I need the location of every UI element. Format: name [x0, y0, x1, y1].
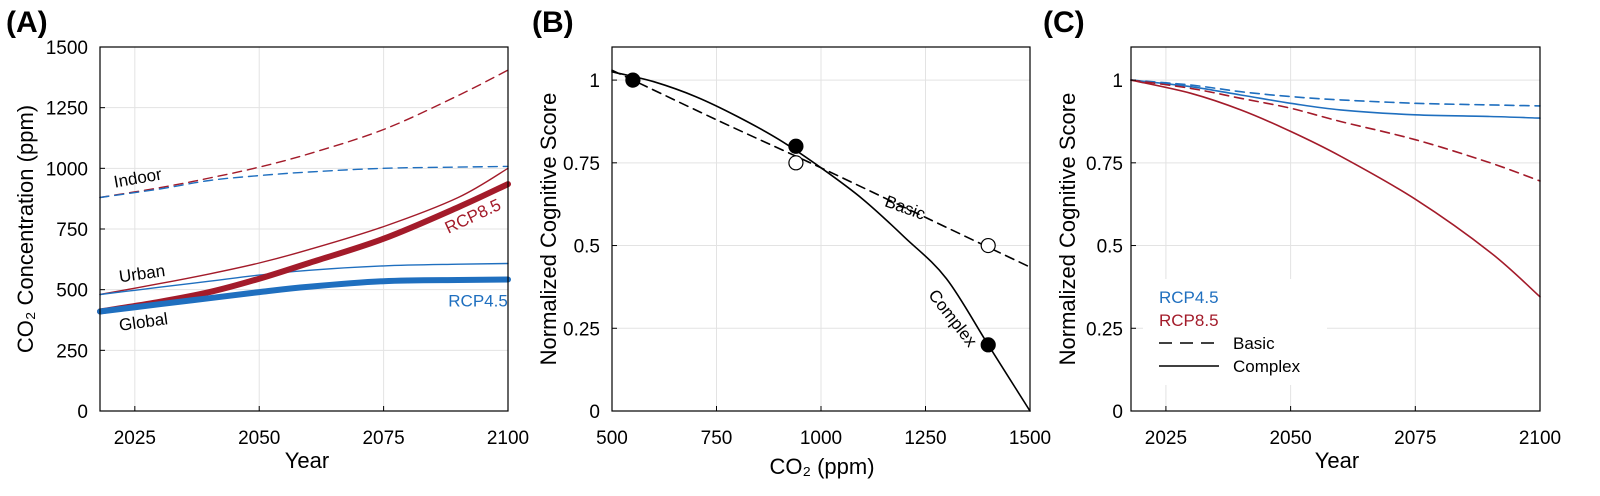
panel-a-y-tick-label: 0 — [77, 402, 88, 423]
panel-b-open-point — [980, 237, 996, 254]
panel-c-series-rcp4-5-complex — [1130, 79, 1541, 119]
panel-a-y-tick-label: 1000 — [46, 159, 88, 180]
panel-a-x-axis-label: Year — [285, 448, 329, 473]
panel-b-x-tick-label: 500 — [596, 428, 628, 449]
panel-b-y-tick-label: 0.5 — [574, 237, 600, 258]
panel-a-x-tick-label: 2025 — [114, 428, 156, 449]
panel-b-open-point — [788, 155, 804, 171]
panel-a-series-urban-rcp8-5 — [99, 167, 509, 296]
panel-c-y-tick-label: 0.25 — [1086, 319, 1123, 340]
panel-c-x-tick-label: 2075 — [1394, 428, 1436, 449]
panel-c-axes-frame — [1130, 46, 1541, 412]
panel-c-y-tick-label: 0 — [1112, 402, 1123, 423]
panel-b-label: (B) — [532, 6, 574, 39]
panel-a-x-tick-label: 2100 — [487, 428, 529, 449]
panel-a-y-tick-label: 1250 — [46, 99, 88, 120]
panel-c-legend-entry-complex: Complex — [1233, 357, 1301, 376]
panel-b-filled-point — [788, 138, 804, 154]
panel-c: (C) RCP4.5 RCP8.5 Basic Complex 2025 2050 2075… — [1043, 6, 1561, 473]
panel-c-plot: RCP4.5 RCP8.5 Basic Complex 2025 2050 2075 2100… — [1086, 46, 1561, 449]
panel-c-x-tick-label: 2050 — [1269, 428, 1311, 449]
panel-b-series-complex — [611, 71, 1031, 412]
panel-a-annotation-urban: Urban — [118, 261, 167, 286]
panel-c-legend-entry-rcp8-5: RCP8.5 — [1159, 311, 1219, 330]
panel-a-y-tick-label: 250 — [56, 341, 88, 362]
panel-a-y-tick-label: 750 — [56, 220, 88, 241]
panel-c-series-rcp8-5-basic — [1130, 79, 1541, 182]
panel-b-x-axis-label: CO₂ (ppm) — [769, 454, 874, 479]
panel-b-filled-point — [980, 337, 996, 353]
panel-a-series-global-rcp4-5 — [97, 276, 511, 315]
panel-b-y-axis-label: Normalized Cognitive Score — [536, 93, 561, 366]
panel-c-x-tick-label: 2025 — [1145, 428, 1187, 449]
panel-a-x-tick-label: 2050 — [238, 428, 280, 449]
panel-b-x-tick-label: 1000 — [800, 428, 842, 449]
panel-a-y-axis-label: CO₂ Concentration (ppm) — [13, 105, 38, 353]
panel-a-series-indoor-rcp4-5 — [99, 165, 509, 199]
panel-b-x-tick-label: 750 — [701, 428, 733, 449]
panel-b-y-tick-label: 1 — [589, 71, 600, 92]
panel-b-y-tick-label: 0.75 — [563, 154, 600, 175]
panel-c-legend-entry-basic: Basic — [1233, 334, 1275, 353]
panel-a-label: (A) — [6, 6, 48, 39]
panel-a-y-tick-label: 500 — [56, 281, 88, 302]
panel-b-x-tick-label: 1250 — [904, 428, 946, 449]
panel-c-label: (C) — [1043, 6, 1085, 39]
panel-a-annotation-rcp4-5: RCP4.5 — [448, 292, 508, 311]
panel-a-annotation-global: Global — [118, 309, 169, 335]
panel-c-legend-entry-rcp4-5: RCP4.5 — [1159, 288, 1219, 307]
panel-c-series-rcp8-5-complex — [1130, 79, 1541, 298]
panel-c-y-tick-label: 1 — [1112, 71, 1123, 92]
panel-b-y-tick-label: 0 — [589, 402, 600, 423]
panel-a-series-indoor-rcp8-5 — [99, 69, 509, 199]
panel-b-x-tick-label: 1500 — [1009, 428, 1051, 449]
panel-a-y-tick-label: 1500 — [46, 38, 88, 59]
panel-c-legend-box — [1143, 279, 1327, 385]
panel-b-annotation-basic: Basic — [882, 192, 928, 224]
panel-c-y-tick-label: 0.75 — [1086, 154, 1123, 175]
panel-b-filled-point — [625, 72, 641, 88]
panel-c-series-rcp4-5-basic — [1130, 79, 1541, 107]
panel-b-y-tick-label: 0.25 — [563, 319, 600, 340]
panel-c-y-axis-label: Normalized Cognitive Score — [1055, 93, 1080, 366]
panel-c-x-tick-label: 2100 — [1519, 428, 1561, 449]
panel-c-y-tick-label: 0.5 — [1097, 237, 1123, 258]
panel-a-x-tick-label: 2075 — [362, 428, 404, 449]
panel-c-x-axis-label: Year — [1315, 448, 1359, 473]
